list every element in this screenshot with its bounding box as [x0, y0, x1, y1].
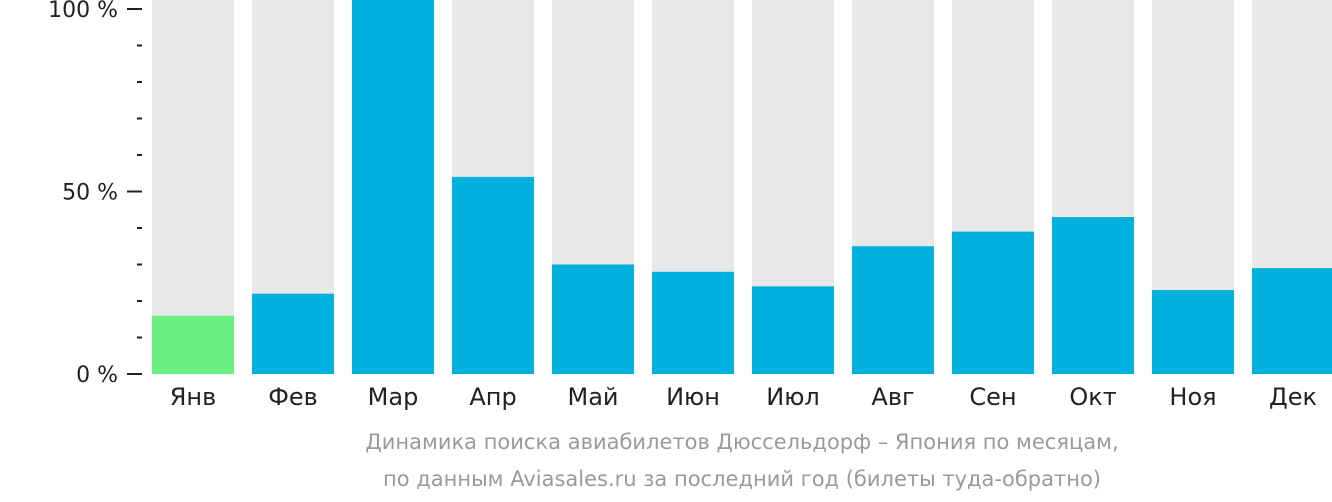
- bar-Июл[interactable]: [752, 286, 834, 374]
- bar-chart: 0 % 50 % 100 % Янв Фев Мар Апр Май Июн Июл Авг Сен…: [48, 0, 1332, 411]
- bar-background: [152, 0, 234, 374]
- chart-caption-line-1: Динамика поиска авиабилетов Дюссельдорф …: [365, 430, 1119, 454]
- y-axis: 0 % 50 % 100 %: [48, 0, 142, 388]
- y-tick-label: 0 %: [76, 363, 118, 388]
- y-tick-label: 50 %: [62, 181, 118, 206]
- x-tick-label: Мар: [368, 383, 419, 411]
- bar-Сен[interactable]: [952, 231, 1034, 374]
- bar-Мар[interactable]: [352, 0, 434, 374]
- x-tick-label: Июн: [666, 383, 720, 411]
- x-tick-label: Июл: [766, 383, 820, 411]
- bar-Окт[interactable]: [1052, 217, 1134, 374]
- y-tick-label: 100 %: [48, 0, 118, 23]
- x-tick-label: Дек: [1269, 383, 1317, 411]
- x-tick-label: Окт: [1069, 383, 1116, 411]
- x-tick-label: Апр: [469, 383, 516, 411]
- bar-Янв[interactable]: [152, 315, 234, 374]
- x-axis-labels: Янв Фев Мар Апр Май Июн Июл Авг Сен Окт Ноя Дек: [170, 383, 1317, 411]
- x-tick-label: Май: [567, 383, 618, 411]
- chart-caption-line-2: по данным Aviasales.ru за последний год …: [383, 467, 1101, 491]
- x-tick-label: Янв: [170, 383, 217, 411]
- bars-group: [152, 0, 1332, 374]
- bar-Фев[interactable]: [252, 293, 334, 374]
- x-tick-label: Фев: [268, 383, 318, 411]
- bar-Июн[interactable]: [652, 271, 734, 374]
- bar-Авг[interactable]: [852, 246, 934, 374]
- x-tick-label: Сен: [969, 383, 1016, 411]
- bar-Ноя[interactable]: [1152, 290, 1234, 374]
- bar-Апр[interactable]: [452, 176, 534, 374]
- x-tick-label: Ноя: [1169, 383, 1216, 411]
- bar-Дек[interactable]: [1252, 268, 1332, 374]
- bar-Май[interactable]: [552, 264, 634, 375]
- x-tick-label: Авг: [871, 383, 914, 411]
